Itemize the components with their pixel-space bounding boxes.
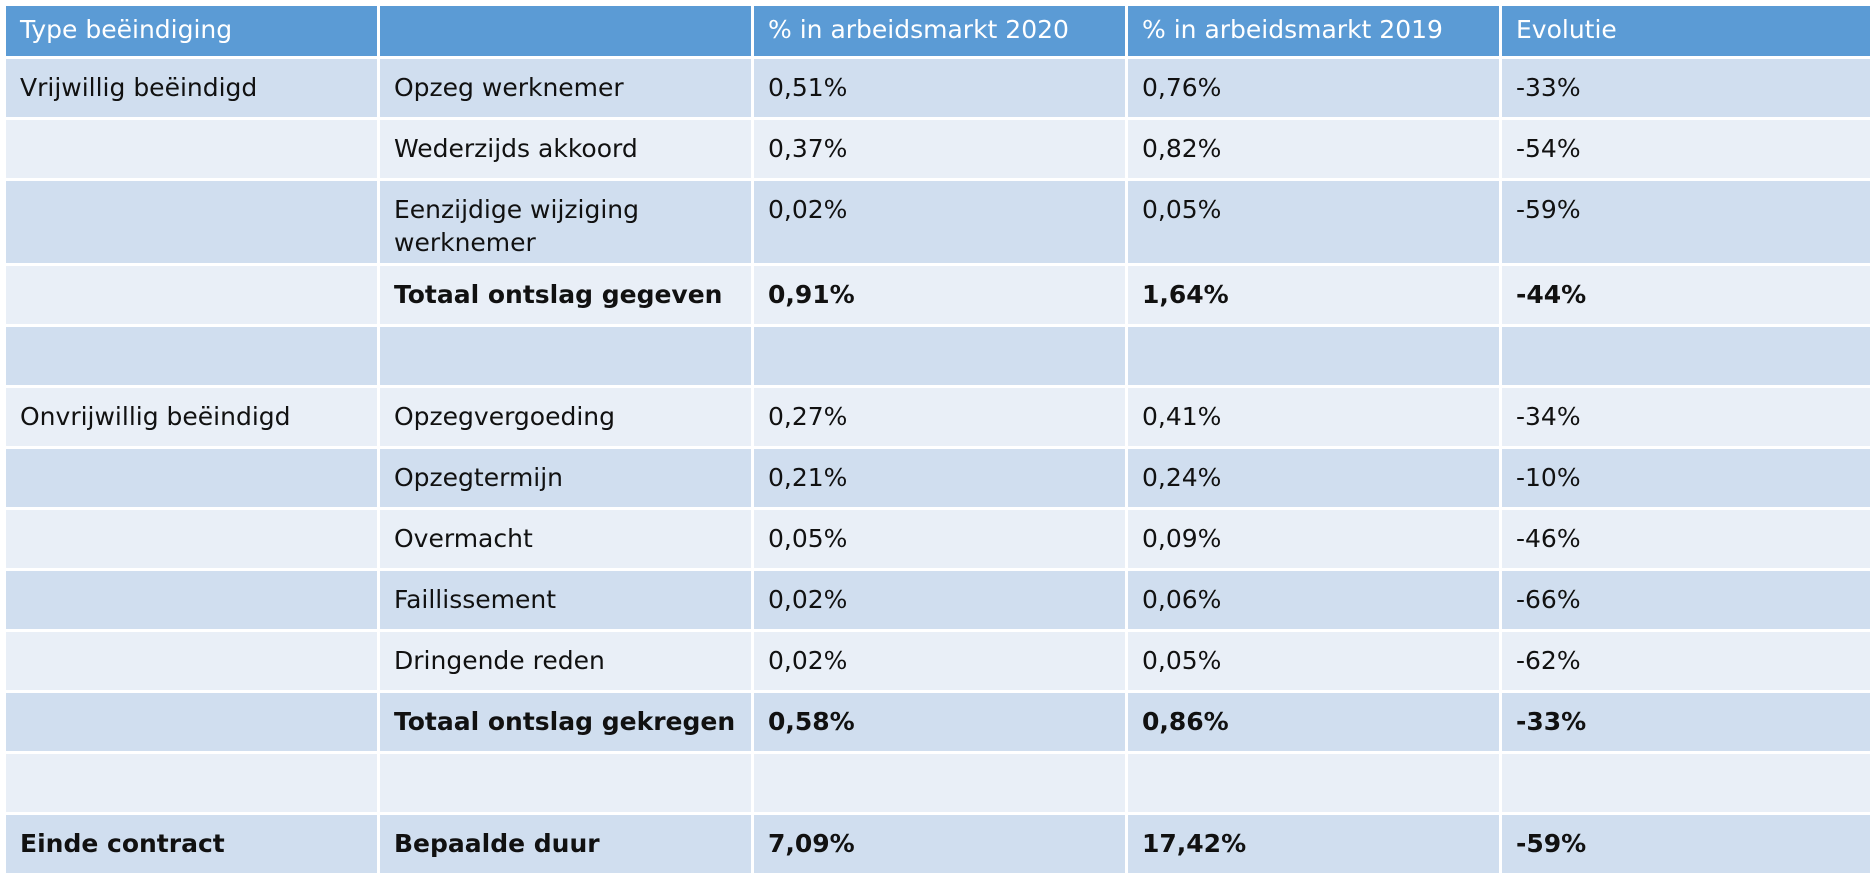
cell-empty: [751, 751, 1128, 815]
cell-empty: [1499, 324, 1873, 388]
cell-type: Einde contract: [3, 812, 380, 876]
cell-2019: 17,42%: [1125, 812, 1502, 876]
cell-subtype: Totaal ontslag gekregen: [377, 690, 754, 754]
cell-2020: 0,51%: [751, 56, 1128, 120]
cell-type: Vrijwillig beëindigd: [3, 56, 380, 120]
cell-type: [3, 568, 380, 632]
cell-2019: 0,86%: [1125, 690, 1502, 754]
cell-type: [3, 117, 380, 181]
table-row-spacer: [3, 324, 1873, 388]
cell-2020: 0,21%: [751, 446, 1128, 510]
cell-evolution: -44%: [1499, 263, 1873, 327]
cell-type: Onvrijwillig beëindigd: [3, 385, 380, 449]
table-row-total: Totaal ontslag gegeven 0,91% 1,64% -44%: [3, 263, 1873, 327]
cell-evolution: -34%: [1499, 385, 1873, 449]
table-row: Overmacht 0,05% 0,09% -46%: [3, 507, 1873, 571]
cell-type: [3, 629, 380, 693]
cell-2019: 0,05%: [1125, 178, 1502, 266]
cell-empty: [1499, 751, 1873, 815]
termination-table: Type beëindiging % in arbeidsmarkt 2020 …: [3, 3, 1873, 876]
cell-2020: 0,58%: [751, 690, 1128, 754]
header-type: Type beëindiging: [3, 3, 380, 59]
cell-type: [3, 446, 380, 510]
cell-2020: 0,27%: [751, 385, 1128, 449]
cell-evolution: -10%: [1499, 446, 1873, 510]
cell-evolution: -66%: [1499, 568, 1873, 632]
cell-empty: [751, 324, 1128, 388]
cell-evolution: -33%: [1499, 56, 1873, 120]
table-row: Eenzijdige wijziging werknemer 0,02% 0,0…: [3, 178, 1873, 266]
cell-subtype: Opzeg werknemer: [377, 56, 754, 120]
cell-2019: 0,06%: [1125, 568, 1502, 632]
cell-2019: 0,41%: [1125, 385, 1502, 449]
cell-subtype: Wederzijds akkoord: [377, 117, 754, 181]
cell-type: [3, 178, 380, 266]
cell-evolution: -46%: [1499, 507, 1873, 571]
cell-type: [3, 507, 380, 571]
header-row: Type beëindiging % in arbeidsmarkt 2020 …: [3, 3, 1873, 59]
cell-subtype: Opzegtermijn: [377, 446, 754, 510]
cell-empty: [1125, 751, 1502, 815]
cell-subtype: Overmacht: [377, 507, 754, 571]
table-row: Wederzijds akkoord 0,37% 0,82% -54%: [3, 117, 1873, 181]
table-row-total: Einde contract Bepaalde duur 7,09% 17,42…: [3, 812, 1873, 876]
cell-2019: 0,76%: [1125, 56, 1502, 120]
cell-empty: [1125, 324, 1502, 388]
table-row-spacer: [3, 751, 1873, 815]
cell-subtype: Totaal ontslag gegeven: [377, 263, 754, 327]
cell-evolution: -54%: [1499, 117, 1873, 181]
header-2020: % in arbeidsmarkt 2020: [751, 3, 1128, 59]
cell-2019: 0,05%: [1125, 629, 1502, 693]
cell-subtype: Faillissement: [377, 568, 754, 632]
table-row: Opzegtermijn 0,21% 0,24% -10%: [3, 446, 1873, 510]
cell-2020: 0,02%: [751, 178, 1128, 266]
cell-evolution: -62%: [1499, 629, 1873, 693]
cell-empty: [3, 751, 380, 815]
cell-2019: 0,09%: [1125, 507, 1502, 571]
cell-type: [3, 690, 380, 754]
header-evolution: Evolutie: [1499, 3, 1873, 59]
table-row: Dringende reden 0,02% 0,05% -62%: [3, 629, 1873, 693]
cell-empty: [377, 751, 754, 815]
cell-2020: 0,02%: [751, 629, 1128, 693]
cell-subtype: Eenzijdige wijziging werknemer: [377, 178, 754, 266]
cell-subtype: Opzegvergoeding: [377, 385, 754, 449]
cell-2020: 0,02%: [751, 568, 1128, 632]
table-row: Faillissement 0,02% 0,06% -66%: [3, 568, 1873, 632]
cell-2019: 0,24%: [1125, 446, 1502, 510]
cell-2020: 0,05%: [751, 507, 1128, 571]
header-2019: % in arbeidsmarkt 2019: [1125, 3, 1502, 59]
cell-2020: 7,09%: [751, 812, 1128, 876]
cell-evolution: -33%: [1499, 690, 1873, 754]
cell-empty: [3, 324, 380, 388]
cell-2020: 0,37%: [751, 117, 1128, 181]
cell-empty: [377, 324, 754, 388]
cell-2020: 0,91%: [751, 263, 1128, 327]
table-row: Onvrijwillig beëindigd Opzegvergoeding 0…: [3, 385, 1873, 449]
cell-type: [3, 263, 380, 327]
cell-evolution: -59%: [1499, 812, 1873, 876]
cell-subtype: Dringende reden: [377, 629, 754, 693]
cell-evolution: -59%: [1499, 178, 1873, 266]
table-row: Vrijwillig beëindigd Opzeg werknemer 0,5…: [3, 56, 1873, 120]
cell-2019: 1,64%: [1125, 263, 1502, 327]
table-row-total: Totaal ontslag gekregen 0,58% 0,86% -33%: [3, 690, 1873, 754]
header-subtype: [377, 3, 754, 59]
cell-2019: 0,82%: [1125, 117, 1502, 181]
cell-subtype: Bepaalde duur: [377, 812, 754, 876]
